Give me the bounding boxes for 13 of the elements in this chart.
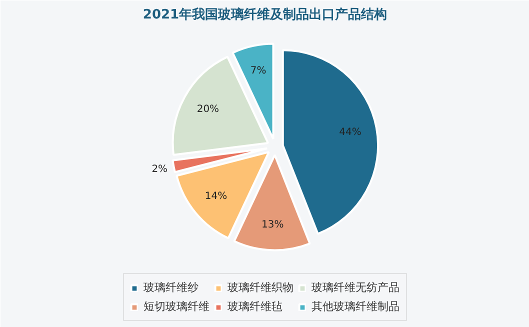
data-label: 2%	[152, 164, 168, 175]
legend-label: 玻璃纤维织物	[228, 280, 294, 295]
legend-label: 玻璃纤维纱	[144, 280, 198, 295]
data-label: 14%	[204, 191, 228, 202]
legend-label: 玻璃纤维无纺产品	[312, 280, 400, 295]
data-label: 20%	[196, 104, 220, 115]
legend-label: 短切玻璃纤维	[144, 299, 210, 314]
legend-label: 其他玻璃纤维制品	[312, 299, 400, 314]
data-label: 7%	[250, 65, 266, 76]
data-label: 44%	[339, 126, 362, 138]
data-label: 13%	[262, 219, 284, 230]
legend-label: 玻璃纤维毡	[228, 299, 282, 314]
chart-title: 2021年我国玻璃纤维及制品出口产品结构	[142, 6, 388, 22]
